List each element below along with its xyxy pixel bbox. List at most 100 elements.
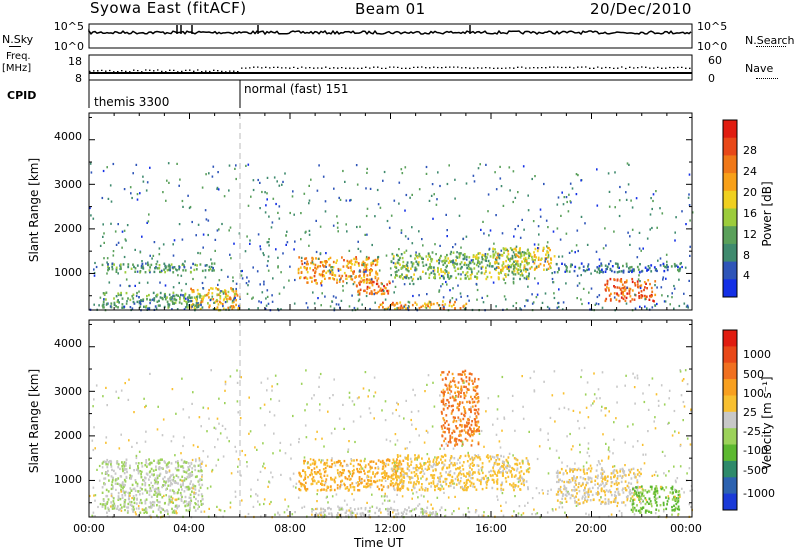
range-gate-cell <box>371 466 373 469</box>
range-gate-cell <box>393 488 396 492</box>
range-gate-cell <box>600 501 603 504</box>
range-gate-cell <box>513 247 516 251</box>
range-gate-cell <box>113 301 116 305</box>
range-gate-cell <box>304 266 306 270</box>
range-gate-cell <box>501 232 504 235</box>
range-gate-cell <box>503 417 506 420</box>
range-gate-cell <box>93 303 95 306</box>
range-gate-cell <box>321 437 323 440</box>
range-gate-cell <box>399 487 402 490</box>
range-gate-cell <box>648 510 650 513</box>
range-gate-cell <box>523 478 525 482</box>
range-gate-cell <box>262 442 264 445</box>
range-gate-cell <box>681 265 683 269</box>
range-gate-cell <box>425 510 428 514</box>
range-gate-cell <box>117 299 119 302</box>
range-gate-cell <box>156 499 159 502</box>
range-gate-cell <box>426 293 428 296</box>
range-gate-cell <box>382 485 385 488</box>
range-gate-cell <box>266 264 269 267</box>
range-gate-cell <box>360 507 363 510</box>
range-gate-cell <box>461 401 464 404</box>
freq-right-tick-top: 60 <box>708 54 722 67</box>
range-gate-cell <box>195 497 197 501</box>
range-gate-cell <box>150 481 152 484</box>
range-gate-cell <box>254 446 256 449</box>
range-gate-cell <box>104 472 107 475</box>
range-gate-cell <box>632 508 635 511</box>
range-gate-cell <box>457 408 460 412</box>
range-gate-cell <box>123 478 126 482</box>
range-gate-cell <box>449 462 452 465</box>
range-gate-cell <box>549 265 551 268</box>
range-gate-cell <box>462 417 465 421</box>
range-gate-cell <box>618 266 620 269</box>
range-gate-cell <box>153 479 156 482</box>
range-gate-cell <box>397 254 399 258</box>
range-gate-cell <box>353 306 356 310</box>
range-gate-cell <box>390 479 393 483</box>
range-gate-cell <box>630 199 632 202</box>
range-gate-cell <box>499 177 502 180</box>
range-gate-cell <box>625 262 628 265</box>
range-gate-cell <box>640 294 643 297</box>
range-gate-cell <box>494 171 496 174</box>
range-gate-cell <box>455 259 457 262</box>
range-gate-cell <box>348 475 350 478</box>
range-gate-cell <box>411 226 413 229</box>
range-gate-cell <box>110 222 112 225</box>
range-gate-cell <box>159 304 161 307</box>
range-gate-cell <box>392 511 394 514</box>
range-gate-cell <box>330 476 332 480</box>
range-gate-cell <box>561 255 564 258</box>
range-gate-cell <box>591 486 594 490</box>
range-gate-cell <box>205 264 208 267</box>
range-gate-cell <box>471 476 474 480</box>
range-gate-cell <box>636 280 639 283</box>
range-gate-cell <box>148 306 151 310</box>
range-gate-cell <box>596 476 599 480</box>
range-gate-cell <box>577 503 579 506</box>
range-gate-cell <box>154 482 156 485</box>
range-gate-cell <box>459 401 461 404</box>
range-gate-cell <box>493 254 496 257</box>
range-gate-cell <box>129 306 132 309</box>
range-gate-cell <box>590 404 592 407</box>
range-gate-cell <box>142 175 144 178</box>
range-gate-cell <box>167 465 170 468</box>
range-gate-cell <box>362 279 364 282</box>
range-gate-cell <box>537 265 540 268</box>
range-gate-cell <box>339 471 342 474</box>
range-gate-cell <box>674 508 676 511</box>
range-gate-cell <box>171 507 173 511</box>
range-gate-cell <box>414 457 417 460</box>
range-gate-cell <box>676 477 679 480</box>
range-gate-cell <box>474 389 477 392</box>
range-gate-cell <box>342 265 345 268</box>
range-gate-cell <box>409 441 411 444</box>
range-gate-cell <box>462 253 465 257</box>
range-gate-cell <box>452 377 455 380</box>
range-gate-cell <box>573 485 576 489</box>
range-gate-cell <box>265 204 267 207</box>
range-gate-cell <box>324 200 327 203</box>
range-gate-cell <box>323 488 325 491</box>
range-gate-cell <box>327 258 330 261</box>
range-gate-cell <box>200 469 203 472</box>
range-gate-cell <box>543 268 545 271</box>
range-gate-cell <box>146 307 149 310</box>
range-gate-cell <box>459 471 461 474</box>
range-gate-cell <box>647 408 650 411</box>
range-gate-cell <box>646 500 649 504</box>
range-gate-cell <box>444 508 447 512</box>
range-gate-cell <box>215 287 217 290</box>
range-gate-cell <box>587 478 590 481</box>
range-gate-cell <box>201 281 204 285</box>
range-gate-cell <box>488 460 491 463</box>
range-gate-cell <box>226 294 229 298</box>
range-gate-cell <box>444 454 447 457</box>
range-gate-cell <box>574 481 577 484</box>
range-gate-cell <box>625 374 627 377</box>
range-gate-cell <box>475 386 478 389</box>
range-gate-cell <box>360 482 362 485</box>
